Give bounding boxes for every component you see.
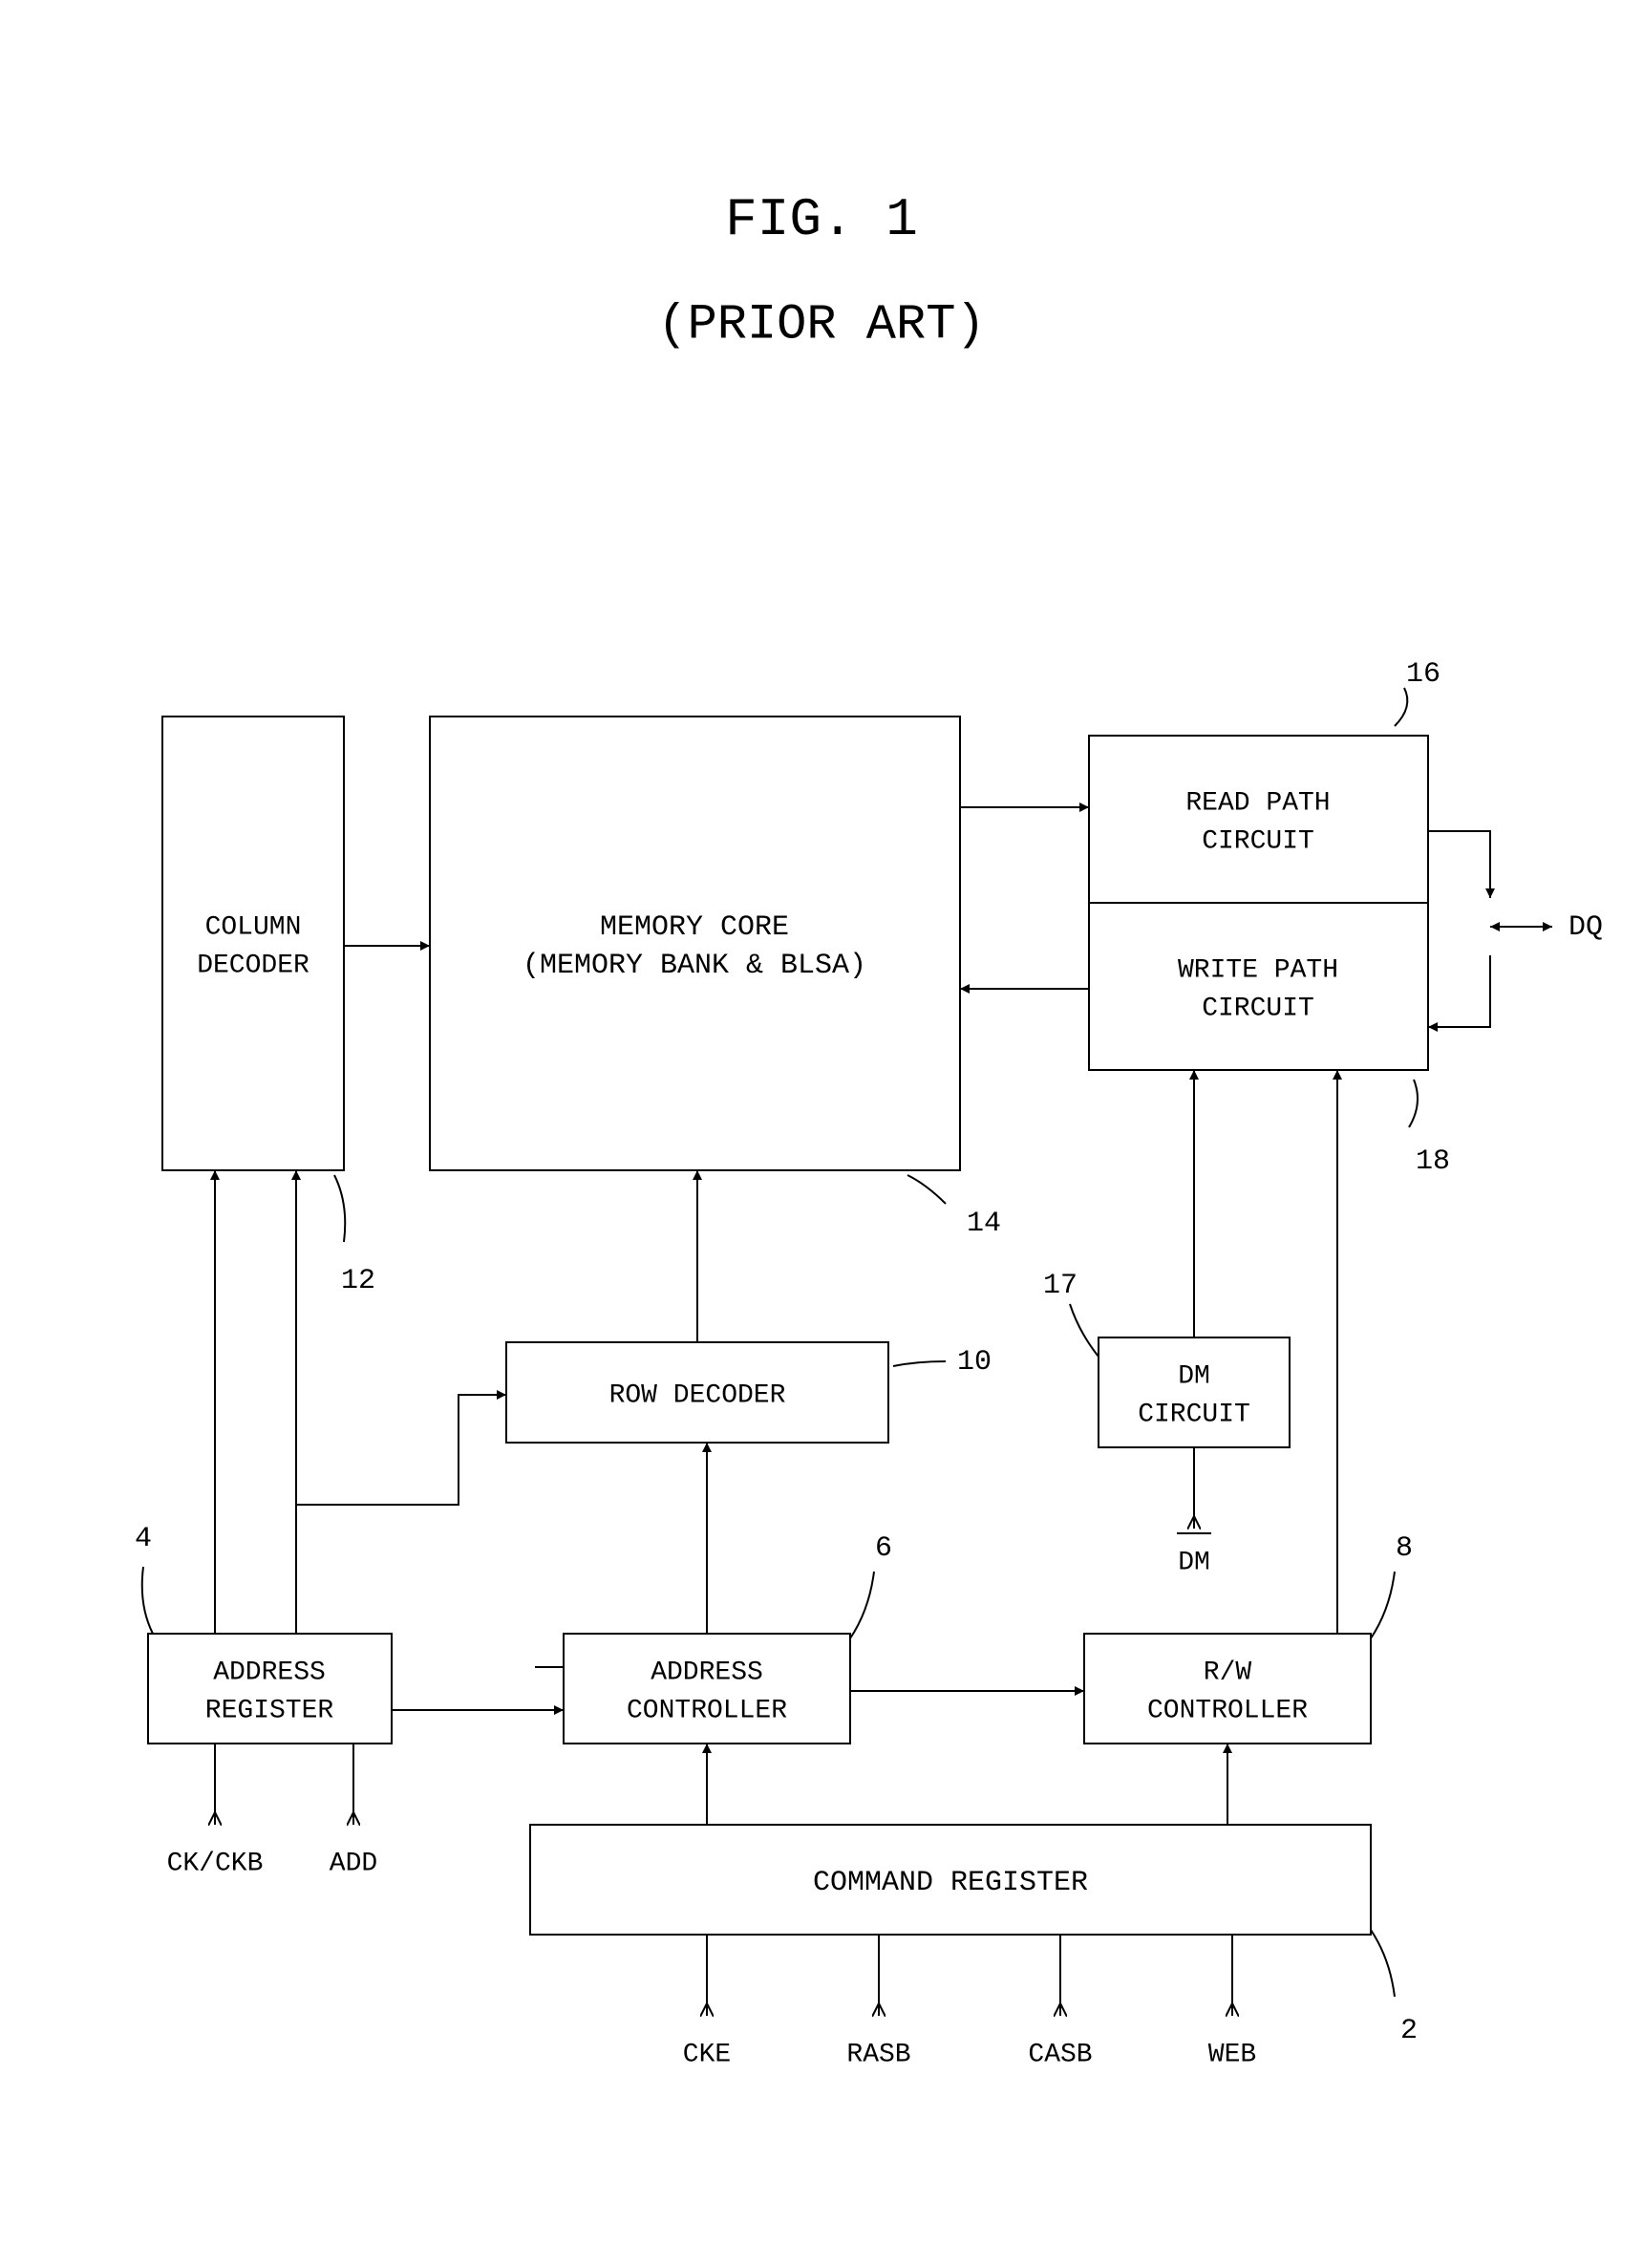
label-write-path-2: CIRCUIT <box>1202 994 1314 1023</box>
signal-web: WEB <box>1208 2040 1256 2069</box>
label-cmd-register: COMMAND REGISTER <box>813 1867 1088 1899</box>
ref-2: 2 <box>1400 2015 1418 2047</box>
signal-cke: CKE <box>683 2040 731 2069</box>
ref-leader-14 <box>907 1175 946 1204</box>
ref-8: 8 <box>1396 1532 1413 1565</box>
ref-leader-10 <box>893 1361 946 1366</box>
ref-6: 6 <box>875 1532 892 1565</box>
ref-16: 16 <box>1406 658 1440 691</box>
label-read-path-2: CIRCUIT <box>1202 826 1314 856</box>
ref-18: 18 <box>1416 1145 1450 1178</box>
ref-17: 17 <box>1043 1270 1078 1302</box>
ref-leader-18 <box>1409 1080 1418 1127</box>
block-column-decoder <box>162 717 344 1170</box>
label-addr-register-2: REGISTER <box>205 1696 334 1725</box>
block-addr-register <box>148 1634 392 1744</box>
block-addr-controller <box>564 1634 850 1744</box>
arrow-addrreg-to-rowdec <box>296 1395 506 1505</box>
label-addr-controller-1: ADDRESS <box>651 1658 763 1687</box>
signal-ck: CK/CKB <box>167 1849 264 1878</box>
signal-dq: DQ <box>1568 911 1603 944</box>
label-write-path-1: WRITE PATH <box>1178 955 1338 985</box>
block-dm-circuit <box>1099 1337 1290 1447</box>
label-column-decoder-2: DECODER <box>197 951 309 980</box>
label-memory-core-1: MEMORY CORE <box>600 911 789 944</box>
block-rw-controller <box>1084 1634 1371 1744</box>
signal-add: ADD <box>330 1849 377 1878</box>
label-read-path-1: READ PATH <box>1185 788 1330 818</box>
block-read-path <box>1089 736 1428 903</box>
label-rw-controller-1: R/W <box>1204 1658 1252 1687</box>
label-dm-circuit-1: DM <box>1178 1361 1210 1391</box>
arrow-read-to-dq <box>1428 831 1490 898</box>
ref-leader-17 <box>1070 1304 1099 1357</box>
signal-casb: CASB <box>1028 2040 1092 2069</box>
label-dm-circuit-2: CIRCUIT <box>1138 1400 1250 1429</box>
label-column-decoder-1: COLUMN <box>205 912 302 942</box>
diagram-canvas: FIG. 1 (PRIOR ART) COLUMN DECODER MEMORY… <box>0 0 1643 2268</box>
label-memory-core-2: (MEMORY BANK & BLSA) <box>523 950 866 982</box>
figure-title-2: (PRIOR ART) <box>657 297 985 353</box>
ref-14: 14 <box>967 1208 1001 1240</box>
ref-leader-4 <box>142 1567 153 1634</box>
signal-rasb: RASB <box>846 2040 910 2069</box>
signal-dm: DM <box>1178 1548 1210 1577</box>
label-row-decoder: ROW DECODER <box>609 1380 786 1410</box>
label-addr-register-1: ADDRESS <box>213 1658 326 1687</box>
block-write-path <box>1089 903 1428 1070</box>
ref-leader-6 <box>850 1572 874 1638</box>
label-addr-controller-2: CONTROLLER <box>627 1696 787 1725</box>
ref-4: 4 <box>135 1523 152 1555</box>
ref-leader-16 <box>1395 688 1407 726</box>
ref-leader-8 <box>1371 1572 1395 1638</box>
label-rw-controller-2: CONTROLLER <box>1147 1696 1308 1725</box>
arrow-dq-to-write <box>1428 955 1490 1027</box>
ref-leader-2 <box>1371 1930 1395 1997</box>
ref-12: 12 <box>341 1265 375 1297</box>
figure-title-1: FIG. 1 <box>725 189 918 250</box>
ref-10: 10 <box>957 1346 992 1379</box>
ref-leader-12 <box>334 1175 345 1242</box>
